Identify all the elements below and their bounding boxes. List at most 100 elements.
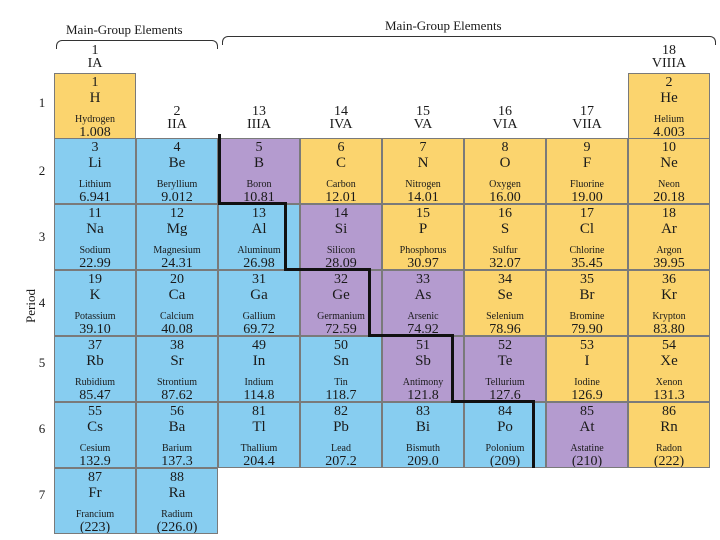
element-name: Iodine [574, 377, 600, 388]
element-name: Radon [655, 443, 683, 454]
element-name: Francium [75, 509, 115, 520]
atomic-mass: 24.31 [161, 256, 193, 270]
group-header-16: 16 VIA [464, 105, 546, 132]
element-cell-c: 6 C Carbon 12.01 [300, 138, 382, 204]
atomic-number: 54 [662, 338, 676, 353]
staircase-segment [368, 334, 453, 337]
element-name: Boron [246, 179, 272, 190]
element-name: Magnesium [153, 245, 201, 256]
element-cell-bi: 83 Bi Bismuth 209.0 [382, 402, 464, 468]
element-name: Beryllium [156, 179, 198, 190]
atomic-number: 55 [88, 404, 102, 419]
element-symbol: Ra [168, 485, 186, 501]
element-name: Polonium [485, 443, 525, 454]
atomic-mass: 79.90 [571, 322, 603, 336]
element-cell-si: 14 Si Silicon 28.09 [300, 204, 382, 270]
element-symbol: Rn [660, 419, 678, 435]
element-cell-at: 85 At Astatine (210) [546, 402, 628, 468]
element-symbol: Pb [333, 419, 349, 435]
element-symbol: Xe [660, 353, 678, 369]
atomic-mass: 78.96 [489, 322, 521, 336]
element-symbol: Te [497, 353, 513, 369]
element-name: Barium [162, 443, 192, 454]
atomic-number: 85 [580, 404, 594, 419]
staircase-segment [451, 334, 454, 402]
element-name: Krypton [652, 311, 686, 322]
element-symbol: Li [88, 155, 102, 171]
element-symbol: Rb [86, 353, 104, 369]
element-name: Tin [334, 377, 348, 388]
element-symbol: Tl [252, 419, 266, 435]
staircase-segment [284, 268, 369, 271]
element-symbol: As [414, 287, 432, 303]
element-cell-se: 34 Se Selenium 78.96 [464, 270, 546, 336]
atomic-mass: 32.07 [489, 256, 521, 270]
element-symbol: Si [334, 221, 348, 237]
atomic-mass: 118.7 [325, 388, 357, 402]
element-symbol: O [499, 155, 511, 171]
element-name: Calcium [160, 311, 194, 322]
element-name: Germanium [317, 311, 365, 322]
element-name: Xenon [655, 377, 683, 388]
element-symbol: Kr [661, 287, 677, 303]
atomic-mass: 74.92 [407, 322, 439, 336]
element-name: Argon [656, 245, 682, 256]
element-name: Helium [654, 114, 684, 125]
element-cell-o: 8 O Oxygen 16.00 [464, 138, 546, 204]
atomic-number: 19 [88, 272, 102, 287]
atomic-number: 5 [255, 140, 263, 155]
period-label-1: 1 [38, 95, 46, 110]
atomic-mass: 204.4 [243, 454, 275, 468]
atomic-number: 4 [173, 140, 181, 155]
atomic-mass: 1.008 [79, 125, 111, 139]
bracket-right [222, 36, 716, 45]
staircase-segment [532, 400, 535, 468]
element-symbol: K [89, 287, 101, 303]
element-symbol: Sb [415, 353, 431, 369]
element-name: Chlorine [569, 245, 605, 256]
element-symbol: C [335, 155, 346, 171]
element-cell-rb: 37 Rb Rubidium 85.47 [54, 336, 136, 402]
atomic-mass: 39.10 [79, 322, 111, 336]
element-name: Astatine [570, 443, 604, 454]
atomic-number: 81 [252, 404, 266, 419]
element-symbol: Mg [166, 221, 188, 237]
group-roman: VIIIA [651, 56, 687, 71]
element-cell-f: 9 F Fluorine 19.00 [546, 138, 628, 204]
group-header-2: 2 IIA [136, 104, 218, 132]
element-cell-ne: 10 Ne Neon 20.18 [628, 138, 710, 204]
staircase-segment [218, 202, 286, 205]
atomic-number: 35 [580, 272, 594, 287]
element-cell-i: 53 I Iodine 126.9 [546, 336, 628, 402]
atomic-number: 49 [252, 338, 266, 353]
staircase-segment [368, 268, 371, 336]
atomic-number: 32 [334, 272, 348, 287]
group-roman: IA [87, 56, 103, 71]
element-cell-sb: 51 Sb Antimony 121.8 [382, 336, 464, 402]
element-cell-b: 5 B Boron 10.81 [218, 138, 300, 204]
group-header-18: 18 VIIIA [628, 44, 710, 71]
atomic-mass: (210) [571, 454, 603, 468]
element-cell-ca: 20 Ca Calcium 40.08 [136, 270, 218, 336]
element-cell-xe: 54 Xe Xenon 131.3 [628, 336, 710, 402]
atomic-number: 6 [337, 140, 345, 155]
group-number: 2 [173, 104, 181, 119]
element-symbol: Fr [88, 485, 102, 501]
atomic-mass: 35.45 [571, 256, 603, 270]
element-name: Rubidium [74, 377, 115, 388]
staircase-segment [451, 400, 534, 403]
element-cell-ar: 18 Ar Argon 39.95 [628, 204, 710, 270]
element-symbol: I [584, 353, 590, 369]
atomic-mass: 207.2 [325, 454, 357, 468]
element-symbol: Bi [415, 419, 431, 435]
element-cell-ba: 56 Ba Barium 137.3 [136, 402, 218, 468]
staircase-segment [218, 134, 221, 204]
element-cell-h: 1 H Hydrogen 1.008 [54, 73, 136, 139]
atomic-mass: 72.59 [325, 322, 357, 336]
atomic-mass: 209.0 [407, 454, 439, 468]
atomic-number: 11 [88, 206, 102, 221]
atomic-mass: 19.00 [571, 190, 603, 204]
element-cell-be: 4 Be Beryllium 9.012 [136, 138, 218, 204]
atomic-mass: 30.97 [407, 256, 439, 270]
element-symbol: Br [579, 287, 595, 303]
